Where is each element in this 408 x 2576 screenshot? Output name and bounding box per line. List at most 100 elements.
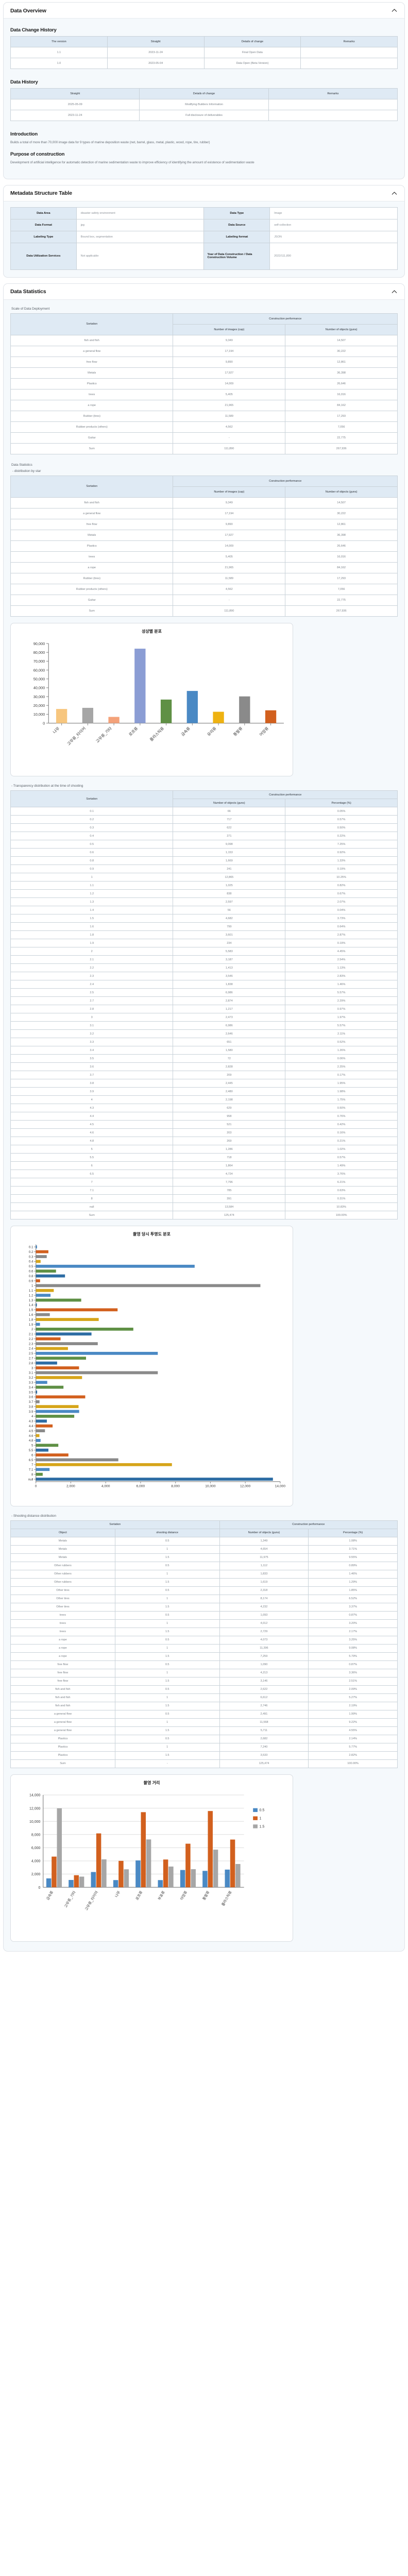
- col-details: Details of change: [139, 88, 269, 99]
- table-cell: 3.3: [10, 1038, 174, 1047]
- table-row: 1.3 2,597 2.07%: [10, 897, 398, 907]
- cell-straight: 2023-11-24: [107, 47, 205, 58]
- table-row: 8 391 0.31%: [10, 1194, 398, 1204]
- col-details: Details of change: [203, 36, 301, 47]
- table-cell: trees: [10, 551, 174, 563]
- table-cell: 17,293: [285, 410, 398, 422]
- table-row: 4.6 203 0.16%: [10, 1128, 398, 1138]
- data-change-history-heading: Data Change History: [10, 27, 57, 33]
- table-row: free flow 0.5 1,090 0.87%: [10, 1660, 398, 1669]
- distance-table-label: - Shooting distance distribution: [11, 1514, 56, 1518]
- table-header-row: The version Straight Details of change R…: [10, 36, 398, 47]
- table-row: Sum -125,474 100.00%: [10, 1759, 398, 1768]
- table-row: 1.4 56 0.04%: [10, 906, 398, 915]
- table-cell: 9,098: [173, 840, 286, 849]
- table-row: fish and fish 9,349 14,507: [10, 334, 398, 346]
- svg-text:90,000: 90,000: [33, 641, 45, 646]
- table-row: Rubber (tires) 11,589 17,293: [10, 572, 398, 584]
- meta-val-data-format: jpg: [76, 218, 205, 231]
- svg-text:80,000: 80,000: [33, 650, 45, 655]
- svg-text:14,000: 14,000: [275, 1485, 286, 1488]
- table-cell: 9.22%: [308, 1718, 398, 1727]
- cell-details: Modifying Builders Information: [139, 99, 269, 110]
- table-cell: 0.31%: [285, 1194, 398, 1204]
- table-row: 6 1,864 1.49%: [10, 1161, 398, 1171]
- table-cell: 3,601: [173, 930, 286, 940]
- svg-text:1.5: 1.5: [29, 1309, 33, 1312]
- table-cell: 22,775: [285, 594, 398, 606]
- table-cell: a general flow: [10, 1709, 115, 1719]
- table-cell: 0.87%: [308, 1660, 398, 1669]
- chevron-up-icon[interactable]: [391, 7, 398, 14]
- svg-text:0.1: 0.1: [29, 1246, 33, 1249]
- table-cell: 241: [173, 865, 286, 874]
- table-cell: 0.5: [114, 1635, 220, 1645]
- table-header-row: Sortation Construction performance: [10, 790, 398, 808]
- meta-val-labeling-format: JSON: [269, 230, 398, 243]
- table-row: a rope 21,965 84,162: [10, 399, 398, 411]
- col-straight: Straight: [10, 88, 140, 99]
- chevron-up-icon[interactable]: [391, 190, 398, 197]
- table-cell: 0.5: [114, 1685, 220, 1694]
- table-cell: 234: [173, 939, 286, 948]
- table-cell: 14,009: [173, 378, 286, 389]
- col-remarks: Remarks: [300, 36, 398, 47]
- table-cell: 5,405: [173, 551, 286, 563]
- table-cell: 2,828: [173, 1062, 286, 1072]
- table-cell: 2,597: [173, 897, 286, 907]
- table-cell: 1.5: [114, 1627, 220, 1636]
- table-cell: 0.57%: [285, 815, 398, 824]
- table-header-row: Number of images (cap) Number of objects…: [11, 324, 398, 335]
- table-cell: -: [114, 1759, 220, 1768]
- cell-straight: 2025-05-09: [10, 99, 140, 110]
- metadata-structure-header[interactable]: Metadata Structure Table: [4, 185, 404, 201]
- table-cell: Plastics: [10, 1742, 115, 1752]
- table-row: Plastics 1.5 3,533 2.82%: [10, 1751, 398, 1760]
- data-history-heading: Data History: [10, 79, 38, 85]
- table-row: Metals 17,927 36,398: [10, 529, 398, 541]
- table-cell: 0.2: [10, 815, 174, 824]
- table-row: trees 5,405 16,016: [10, 388, 398, 400]
- data-history-table: Straight Details of change Remarks 2025-…: [10, 88, 398, 121]
- table-row: 1.8 3,601 2.87%: [10, 930, 398, 940]
- col-sortation: Sortation: [10, 790, 174, 808]
- table-cell: 1,217: [173, 1005, 286, 1014]
- svg-text:플라스틱류: 플라스틱류: [148, 725, 165, 742]
- col-sortation: Sortation: [10, 313, 174, 335]
- data-statistics-header[interactable]: Data Statistics: [4, 283, 404, 300]
- table-cell: 125,474: [173, 1211, 286, 1220]
- svg-text:3.9: 3.9: [29, 1410, 33, 1414]
- svg-text:0.2: 0.2: [29, 1250, 33, 1254]
- svg-text:2.7: 2.7: [29, 1357, 33, 1361]
- col-number-of-objects: Number of objects (guns): [173, 799, 286, 808]
- data-overview-header[interactable]: Data Overview: [4, 3, 404, 19]
- table-row: trees 1 4,012 3.20%: [10, 1619, 398, 1628]
- table-cell: 1,112: [219, 1561, 309, 1570]
- table-cell: 2,746: [219, 1701, 309, 1710]
- table-row: 4.5 521 0.42%: [10, 1120, 398, 1129]
- meta-key-labeling-type: Labeling Type: [10, 230, 77, 243]
- table-cell: 0.6: [10, 848, 174, 857]
- chevron-up-icon[interactable]: [391, 289, 398, 295]
- svg-text:0.6: 0.6: [29, 1270, 33, 1274]
- table-cell: 0.89%: [308, 1561, 398, 1570]
- svg-text:7.1: 7.1: [29, 1468, 33, 1472]
- table-cell: 9,890: [173, 518, 286, 530]
- table-cell: 799: [173, 922, 286, 931]
- svg-text:4.8: 4.8: [29, 1439, 33, 1443]
- table-cell: 1.5: [114, 1726, 220, 1735]
- svg-text:8: 8: [31, 1473, 33, 1477]
- data-overview-body: Data Change History The version Straight…: [4, 19, 404, 179]
- table-cell: a rope: [10, 1635, 115, 1645]
- chart-title-composition: 성상별 분포: [141, 629, 162, 634]
- star-table-label: Data Statistics: [11, 463, 32, 467]
- distance-chart-svg: 0 2,000 4,000 6,000 8,000 10,000 12,000 14,000 금…: [29, 1793, 264, 1911]
- table-cell: 1.99%: [308, 1709, 398, 1719]
- table-cell: 2.19%: [308, 1701, 398, 1710]
- table-cell: 2,646: [173, 1029, 286, 1039]
- col-straight: Straight: [107, 36, 205, 47]
- table-row: Plastics 14,009 26,646: [10, 540, 398, 552]
- table-cell: 718: [173, 1153, 286, 1162]
- svg-text:1.8: 1.8: [29, 1318, 33, 1322]
- table-cell: Other rubbers: [10, 1569, 115, 1579]
